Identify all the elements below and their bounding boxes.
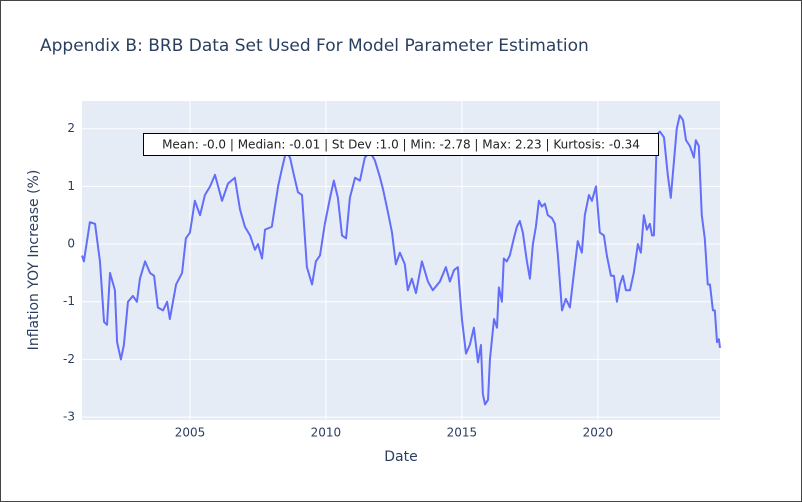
x-tick-label: 2020 (583, 426, 614, 440)
y-tick-label: -1 (63, 294, 75, 308)
y-tick-label: 2 (67, 121, 75, 135)
annotation: Mean: -0.0 | Median: -0.01 | St Dev :1.0… (162, 138, 640, 152)
y-axis-title: Inflation YOY Increase (%) (26, 170, 42, 351)
y-tick-label: -2 (63, 352, 75, 366)
line-series (81, 114, 721, 406)
y-tick-label: 1 (67, 179, 75, 193)
y-tick-label: 0 (67, 237, 75, 251)
y-tick-label: -3 (63, 410, 75, 424)
chart-title: Appendix B: BRB Data Set Used For Model … (40, 36, 589, 56)
x-tick-label: 2005 (175, 426, 206, 440)
x-axis-title: Date (384, 449, 417, 465)
x-tick-label: 2015 (447, 426, 478, 440)
annotation-box (143, 133, 659, 156)
x-tick-label: 2010 (311, 426, 342, 440)
